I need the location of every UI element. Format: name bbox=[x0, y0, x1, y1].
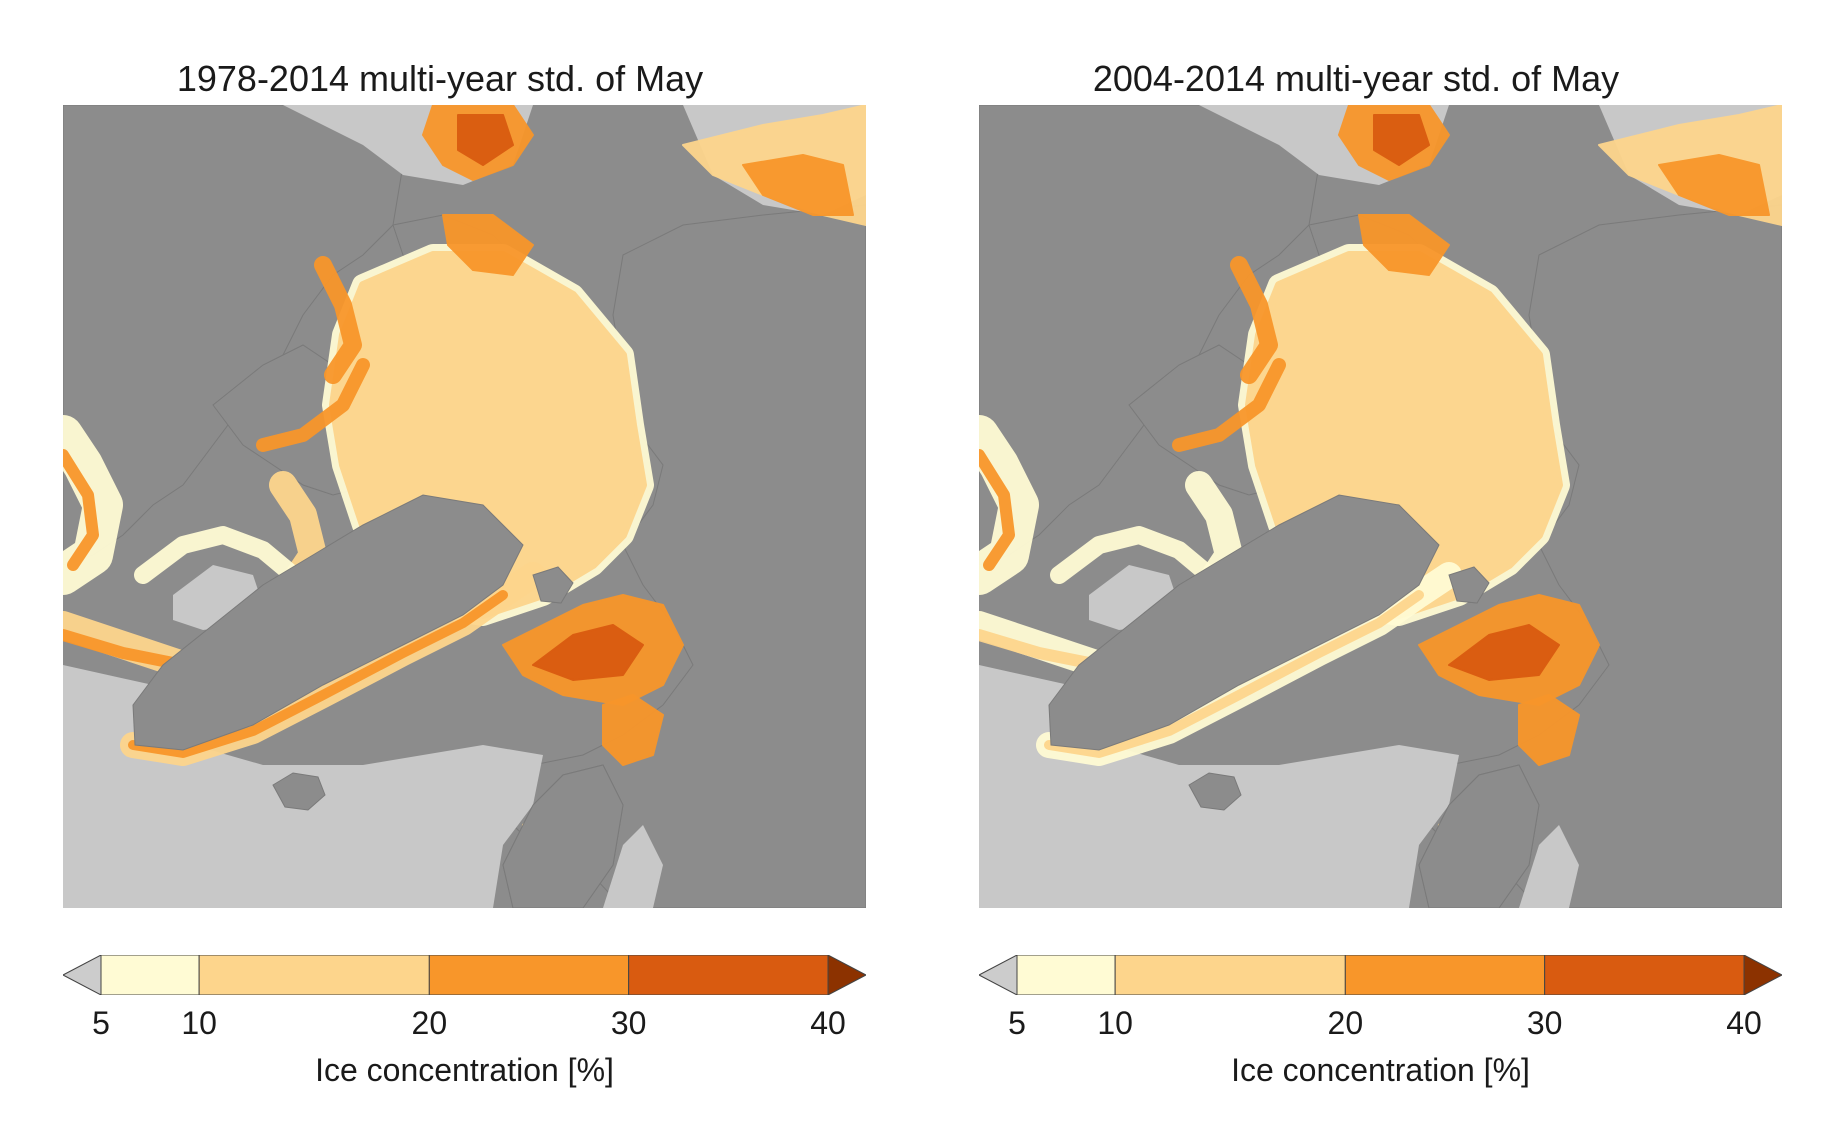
ice-edge-alaska bbox=[314, 256, 362, 384]
ice-edge-okhotsk-core bbox=[742, 154, 854, 216]
colorbar-tick-30: 30 bbox=[610, 1005, 647, 1041]
colorbar-bin-10-20 bbox=[198, 954, 430, 996]
colorbar-tick-10: 10 bbox=[1097, 1005, 1133, 1041]
colorbar-svg bbox=[61, 954, 868, 996]
baltic-sea bbox=[1519, 825, 1579, 908]
ice-edge-hudson bbox=[134, 526, 302, 584]
colorbar bbox=[61, 954, 868, 996]
svalbard-overlay bbox=[532, 566, 574, 604]
panel-title: 1978-2014 multi-year std. of May bbox=[176, 58, 704, 99]
ice-edge-alaska bbox=[1230, 256, 1278, 384]
scandinavia-overlay bbox=[1418, 764, 1540, 908]
colorbar-label: Ice concentration [%] bbox=[1231, 1052, 1530, 1088]
colorbar-bin-5-10 bbox=[100, 954, 200, 996]
ice-edge-chukchi bbox=[1358, 214, 1450, 276]
ice-edge-archipelago bbox=[256, 358, 370, 452]
ice-edge-bering-core bbox=[1373, 114, 1430, 166]
colorbar-bin-30-40 bbox=[1544, 954, 1745, 996]
ice-edge-okhotsk-core bbox=[1658, 154, 1770, 216]
colorbar-bin-30-40 bbox=[628, 954, 829, 996]
colorbar-tick-10: 10 bbox=[181, 1005, 217, 1041]
map-panel-2004-2014: 2004-2014 multi-year std. of May 5 10 20… bbox=[916, 0, 1796, 1146]
ice-edge-chukchi bbox=[442, 214, 534, 276]
ice-edge-west bbox=[63, 415, 123, 595]
colorbar-bin-20-30 bbox=[1344, 954, 1546, 996]
scandinavia-overlay bbox=[502, 764, 624, 908]
colorbar bbox=[977, 954, 1784, 996]
arctic-ice-std-map bbox=[63, 105, 866, 908]
colorbar-bin-10-20 bbox=[1114, 954, 1346, 996]
colorbar-tick-5: 5 bbox=[1008, 1005, 1026, 1041]
greenland-overlay bbox=[132, 494, 524, 751]
ice-edge-archipelago bbox=[1172, 358, 1286, 452]
iceland-overlay bbox=[1188, 772, 1242, 811]
colorbar-under-triangle bbox=[61, 954, 102, 996]
colorbar-over-triangle bbox=[1743, 954, 1784, 996]
svalbard-overlay bbox=[1448, 566, 1490, 604]
ice-edge-west-core bbox=[979, 449, 1015, 571]
ice-edge-barents-core bbox=[1448, 624, 1560, 681]
ice-edge-white-sea bbox=[1518, 694, 1580, 766]
colorbar-over-triangle bbox=[827, 954, 868, 996]
colorbar-tick-30: 30 bbox=[1526, 1005, 1563, 1041]
colorbar-bin-20-30 bbox=[428, 954, 630, 996]
panel-title: 2004-2014 multi-year std. of May bbox=[1092, 58, 1620, 99]
colorbar-tick-20: 20 bbox=[411, 1005, 448, 1041]
baltic-sea bbox=[603, 825, 663, 908]
map-panel-1978-2014: 1978-2014 multi-year std. of May 5 10 20… bbox=[0, 0, 880, 1146]
colorbar-tick-40: 40 bbox=[1726, 1005, 1762, 1041]
colorbar-bin-5-10 bbox=[1016, 954, 1116, 996]
arctic-ice-std-map bbox=[979, 105, 1782, 908]
map-canvas bbox=[63, 105, 866, 908]
colorbar-svg bbox=[977, 954, 1784, 996]
colorbar-tick-5: 5 bbox=[92, 1005, 110, 1041]
ice-edge-hudson bbox=[1050, 526, 1218, 584]
map-canvas bbox=[979, 105, 1782, 908]
ice-edge-greenland-core bbox=[128, 590, 508, 758]
colorbar-tick-20: 20 bbox=[1327, 1005, 1364, 1041]
colorbar-tick-40: 40 bbox=[810, 1005, 846, 1041]
greenland-overlay bbox=[1048, 494, 1440, 751]
ice-edge-west-core bbox=[63, 449, 99, 571]
ice-edge-white-sea bbox=[602, 694, 664, 766]
ice-edge-barents-core bbox=[532, 624, 644, 681]
colorbar-under-triangle bbox=[977, 954, 1018, 996]
ice-edge-bering-core bbox=[457, 114, 514, 166]
colorbar-label: Ice concentration [%] bbox=[315, 1052, 614, 1088]
ice-edge-greenland-core bbox=[1044, 590, 1424, 758]
iceland-overlay bbox=[272, 772, 326, 811]
ice-edge-west bbox=[979, 415, 1039, 595]
